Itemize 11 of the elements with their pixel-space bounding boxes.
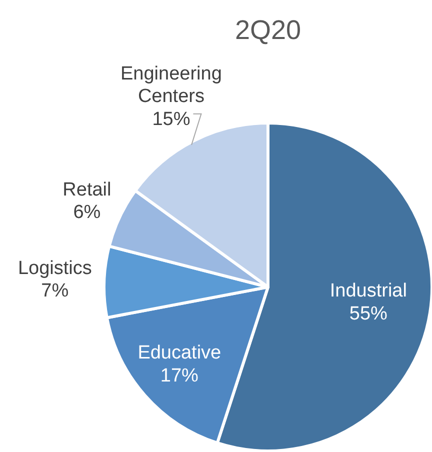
slice-label: Industrial — [330, 280, 407, 302]
data-label: 55% — [349, 303, 388, 324]
data-label: 7% — [41, 280, 69, 302]
slice-label: Educative — [138, 342, 222, 364]
data-label: 15% — [152, 108, 190, 130]
data-label: 17% — [160, 366, 199, 387]
slice-label: Engineering Centers — [120, 63, 222, 108]
slice-label: Retail — [62, 179, 112, 200]
slice-label: Logistics — [18, 258, 92, 279]
chart-title: 2Q20 — [234, 15, 302, 46]
data-label: 6% — [73, 202, 101, 224]
